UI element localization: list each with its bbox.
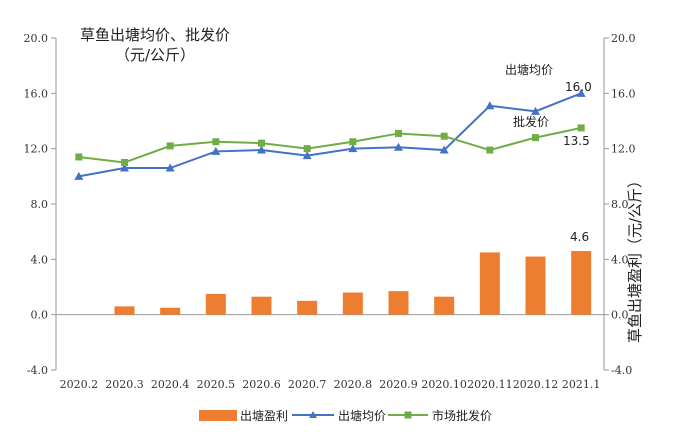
avg-price-point — [348, 144, 358, 153]
x-tick-label: 2020.4 — [151, 378, 190, 391]
x-tick-label: 2020.2 — [60, 378, 99, 391]
profit-bar — [205, 293, 226, 315]
x-tick-label: 2020.10 — [421, 378, 467, 391]
last-profit-label: 4.6 — [570, 230, 589, 244]
x-tick-label: 2020.9 — [379, 378, 418, 391]
avg-price-point — [302, 151, 312, 160]
legend-triangle-marker — [309, 411, 317, 418]
avg-price-point — [257, 145, 266, 154]
y-tick-label: 20.0 — [24, 32, 49, 45]
profit-bar — [434, 296, 455, 315]
tick-labels: -4.0 0.0 4.0 8.0 12.0 16.0 20.0 -4.0 0.0 4.0 8.0 12… — [24, 32, 636, 391]
wholesale-price-point — [532, 134, 539, 142]
profit-bar — [342, 292, 363, 315]
avg-price-line — [78, 92, 582, 178]
y2-tick-label: -4.0 — [611, 364, 632, 377]
chart-title-line2: （元/公斤） — [115, 46, 195, 64]
wholesale-price-point — [121, 159, 128, 166]
profit-bar — [160, 307, 181, 315]
legend-label-wholesale: 市场批发价 — [432, 408, 492, 423]
avg-price-point — [394, 142, 403, 151]
y-tick-label: -4.0 — [27, 364, 48, 377]
y2-tick-label: 12.0 — [611, 143, 636, 156]
x-tick-label: 2021.1 — [562, 378, 601, 391]
wholesale-price-point — [395, 129, 402, 137]
avg-price-point — [439, 145, 449, 154]
avg-price-point — [120, 163, 129, 172]
wholesale-price-point — [166, 142, 174, 150]
profit-bar — [114, 306, 135, 315]
wholesale-price-point — [212, 138, 220, 146]
y-tick-label: 4.0 — [31, 253, 49, 266]
avg-price-point — [531, 106, 540, 115]
chart-axes — [51, 37, 609, 371]
profit-bar — [297, 300, 318, 315]
legend-label-profit: 出塘盈利 — [240, 408, 288, 423]
avg-price-point — [576, 88, 586, 97]
legend-label-avg-price: 出塘均价 — [338, 408, 386, 423]
profit-bar — [525, 256, 546, 315]
wholesale-price-point — [440, 132, 448, 140]
wholesale-callout: 批发价 — [513, 114, 549, 129]
y-tick-label: 8.0 — [31, 198, 49, 211]
wholesale-price-point — [303, 145, 311, 153]
wholesale-price-point — [75, 153, 83, 161]
x-tick-label: 2020.5 — [197, 378, 236, 391]
legend-bar-swatch — [199, 410, 237, 421]
profit-bar — [479, 252, 500, 315]
avg-price-point — [165, 163, 175, 172]
avg-price-point — [74, 171, 84, 180]
y-tick-label: 0.0 — [31, 309, 49, 322]
profit-bar — [251, 296, 272, 315]
avg-price-point — [485, 101, 495, 110]
price-lines — [74, 88, 586, 180]
y-tick-label: 16.0 — [24, 87, 49, 100]
x-tick-label: 2020.3 — [105, 378, 144, 391]
profit-bar — [388, 291, 409, 315]
last-avg-price-label: 16.0 — [565, 80, 592, 94]
y2-tick-label: 4.0 — [611, 253, 629, 266]
legend-square-marker — [404, 411, 412, 419]
wholesale-price-point — [349, 138, 357, 146]
chart-title-line1: 草鱼出塘均价、批发价 — [80, 26, 230, 44]
y2-tick-label: 20.0 — [611, 32, 636, 45]
profit-bars — [114, 251, 592, 315]
x-tick-label: 2020.11 — [467, 378, 513, 391]
legend: 出塘盈利 出塘均价 市场批发价 — [199, 408, 492, 423]
y2-tick-label: 16.0 — [611, 87, 636, 100]
wholesale-price-line — [78, 126, 582, 164]
avg-price-callout: 出塘均价 — [505, 62, 553, 77]
y-tick-label: 12.0 — [24, 143, 49, 156]
avg-price-point — [211, 146, 221, 155]
profit-bar — [571, 251, 592, 315]
wholesale-price-point — [258, 139, 265, 147]
wholesale-price-point — [577, 124, 585, 132]
last-wholesale-label: 13.5 — [563, 134, 590, 148]
y2-tick-label: 0.0 — [611, 309, 629, 322]
y2-axis-label: 草鱼出塘盈利（元/公斤） — [626, 173, 644, 343]
wholesale-price-point — [486, 146, 494, 154]
x-tick-label: 2020.6 — [242, 378, 281, 391]
y2-tick-label: 8.0 — [611, 198, 629, 211]
x-tick-label: 2020.8 — [334, 378, 373, 391]
x-tick-label: 2020.7 — [288, 378, 327, 391]
x-tick-label: 2020.12 — [513, 378, 559, 391]
